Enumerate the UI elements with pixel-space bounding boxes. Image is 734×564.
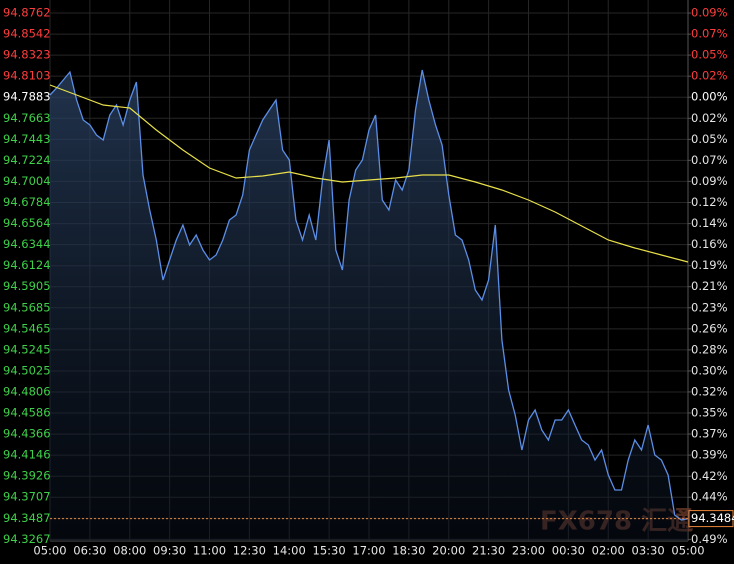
x-tick-label: 05:00 (671, 544, 704, 558)
x-tick-label: 17:00 (352, 544, 385, 558)
y2-tick-label: 0.39% (691, 448, 728, 462)
y-tick-label: 94.7663 (3, 111, 51, 125)
y-tick-label: 94.6344 (3, 237, 51, 251)
y-tick-label: 94.6784 (3, 195, 51, 209)
y-tick-label: 94.5245 (3, 342, 51, 356)
y2-tick-label: 0.09% (691, 174, 728, 188)
y-tick-label: 94.3926 (3, 469, 51, 483)
y-tick-label: 94.4366 (3, 427, 51, 441)
y-tick-label: 94.8762 (3, 6, 51, 20)
y2-tick-label: 0.44% (691, 490, 728, 504)
x-tick-label: 02:00 (592, 544, 625, 558)
y2-tick-label: 0.05% (691, 132, 728, 146)
last-price-label: 94.3484 (691, 511, 734, 525)
y2-tick-label: 0.35% (691, 405, 728, 419)
y2-tick-label: 0.23% (691, 300, 728, 314)
y2-tick-label: 0.12% (691, 195, 728, 209)
y-tick-label: 94.4806 (3, 384, 51, 398)
x-tick-label: 03:30 (632, 544, 665, 558)
y2-tick-label: 0.02% (691, 69, 728, 83)
y2-tick-label: 0.00% (691, 90, 728, 104)
x-tick-label: 14:00 (273, 544, 306, 558)
price-area (50, 70, 688, 541)
x-tick-label: 09:30 (153, 544, 186, 558)
y2-tick-label: 0.02% (691, 111, 728, 125)
y2-tick-label: 0.09% (691, 6, 728, 20)
x-tick-label: 05:00 (33, 544, 66, 558)
x-tick-label: 18:30 (392, 544, 425, 558)
y-tick-label: 94.5905 (3, 279, 51, 293)
x-tick-label: 06:30 (73, 544, 106, 558)
x-tick-label: 21:30 (472, 544, 505, 558)
y-tick-label: 94.5465 (3, 321, 51, 335)
y2-tick-label: 0.28% (691, 342, 728, 356)
y2-tick-label: 0.07% (691, 153, 728, 167)
y-tick-label: 94.3487 (3, 511, 51, 525)
y-tick-label: 94.7224 (3, 153, 51, 167)
y2-tick-label: 0.19% (691, 258, 728, 272)
y-tick-label: 94.4146 (3, 448, 51, 462)
y2-tick-label: 0.30% (691, 363, 728, 377)
y-tick-label: 94.3267 (3, 532, 51, 546)
y-tick-label: 94.8103 (3, 69, 51, 83)
y2-tick-label: 0.49% (691, 532, 728, 546)
y-tick-label: 94.4586 (3, 406, 51, 420)
y2-tick-label: 0.14% (691, 216, 728, 230)
x-tick-label: 23:00 (512, 544, 545, 558)
y2-tick-label: 0.42% (691, 469, 728, 483)
y2-tick-label: 0.37% (691, 427, 728, 441)
y-tick-label: 94.5025 (3, 363, 51, 377)
y-tick-label: 94.7883 (3, 90, 51, 104)
y2-tick-label: 0.07% (691, 27, 728, 41)
y2-tick-label: 0.26% (691, 321, 728, 335)
y2-tick-label: 0.05% (691, 48, 728, 62)
y-tick-label: 94.6124 (3, 258, 51, 272)
price-line (49, 69, 689, 521)
axes: 94.8762 94.8542 94.8323 94.8103 94.7883 94.76… (3, 6, 734, 558)
average-line (49, 84, 689, 263)
x-tick-label: 12:30 (233, 544, 266, 558)
y-tick-label: 94.5685 (3, 300, 51, 314)
x-tick-label: 08:00 (113, 544, 146, 558)
y-tick-label: 94.8323 (3, 48, 51, 62)
y-tick-label: 94.7443 (3, 132, 51, 146)
x-tick-label: 00:30 (552, 544, 585, 558)
y-tick-label: 94.8542 (3, 27, 51, 41)
x-tick-label: 15:30 (313, 544, 346, 558)
last-price-box (688, 510, 734, 528)
y-tick-label: 94.7004 (3, 174, 51, 188)
y2-tick-label: 0.16% (691, 237, 728, 251)
plot (49, 69, 689, 541)
y2-tick-label: 0.21% (691, 279, 728, 293)
y-tick-label: 94.3707 (3, 490, 51, 504)
x-tick-label: 11:00 (193, 544, 226, 558)
y2-tick-label: 0.32% (691, 384, 728, 398)
y-tick-label: 94.6564 (3, 216, 51, 230)
x-tick-label: 20:00 (432, 544, 465, 558)
